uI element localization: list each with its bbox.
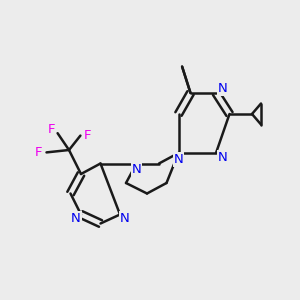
Text: N: N — [120, 212, 129, 226]
Text: F: F — [84, 129, 92, 142]
Text: N: N — [132, 163, 141, 176]
Text: N: N — [218, 151, 227, 164]
Text: F: F — [35, 146, 42, 159]
Text: N: N — [174, 153, 183, 166]
Text: F: F — [47, 123, 55, 136]
Text: N: N — [218, 82, 227, 95]
Text: N: N — [71, 212, 81, 226]
